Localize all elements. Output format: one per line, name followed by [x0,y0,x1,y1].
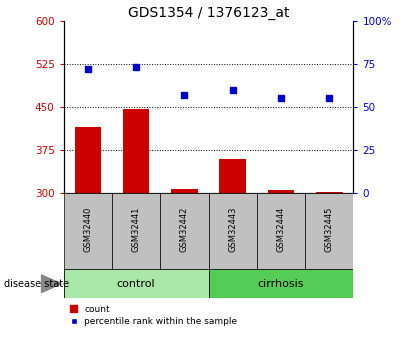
Legend: count, percentile rank within the sample: count, percentile rank within the sample [68,303,239,328]
Point [326,96,332,101]
Bar [74,127,101,193]
Point [133,65,139,70]
Bar [209,269,353,298]
Point [278,96,284,101]
Bar [64,269,208,298]
Text: GSM32440: GSM32440 [83,207,92,252]
Text: GSM32442: GSM32442 [180,207,189,252]
Bar [160,193,209,269]
Bar [112,193,160,269]
Text: GSM32441: GSM32441 [132,207,141,252]
Text: disease state: disease state [4,279,69,289]
Point [229,87,236,92]
Bar [257,193,305,269]
Bar [171,189,198,193]
Bar [64,193,112,269]
Bar [316,192,343,193]
Bar [123,109,150,193]
Bar [305,193,353,269]
Point [181,92,188,98]
Text: GSM32445: GSM32445 [325,207,334,252]
Bar [209,193,257,269]
Title: GDS1354 / 1376123_at: GDS1354 / 1376123_at [128,6,289,20]
Polygon shape [42,275,61,293]
Text: cirrhosis: cirrhosis [258,279,304,289]
Text: control: control [117,279,155,289]
Point [85,66,91,72]
Bar [268,190,294,193]
Bar [219,159,246,193]
Text: GSM32443: GSM32443 [228,207,237,253]
Text: GSM32444: GSM32444 [277,207,286,252]
